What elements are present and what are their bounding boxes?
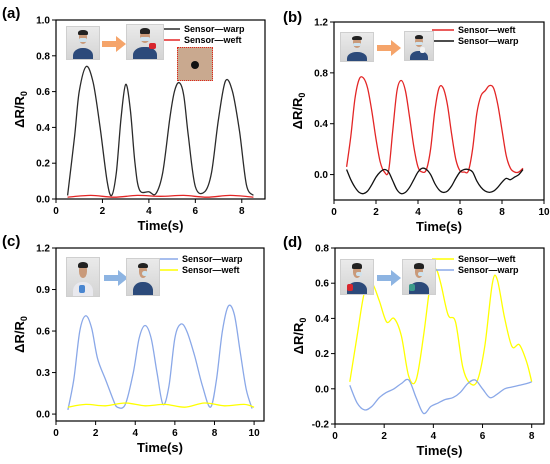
x-tick-label: 10 bbox=[538, 207, 550, 218]
panel-label: (a) bbox=[2, 5, 20, 22]
y-tick-label: 0.0 bbox=[315, 384, 329, 395]
x-tick-label: 0 bbox=[53, 206, 59, 217]
x-tick-label: 4 bbox=[146, 206, 152, 217]
y-tick-label: 0.6 bbox=[36, 327, 50, 338]
y-tick-label: 0.9 bbox=[36, 285, 50, 296]
x-tick-label: 4 bbox=[132, 428, 138, 439]
y-tick-label: 0.6 bbox=[36, 87, 50, 98]
x-tick-label: 2 bbox=[100, 206, 106, 217]
photo-person-back-upright bbox=[66, 257, 100, 297]
chart-panel-4: (d) 0 2 4 6 8 -0.2 0.0 0.2 0.4 0.6 0.8 Time(s) ΔR/R0 S… bbox=[283, 234, 545, 458]
plot-frame bbox=[55, 247, 265, 422]
y-tick-label: 0.4 bbox=[36, 123, 50, 134]
chart-panel-3: (c) 0 2 4 6 8 10 0.0 0.3 0.6 0.9 1.2 Time(s) ΔR/R0 Sen… bbox=[2, 233, 265, 455]
x-axis-label: Time(s) bbox=[416, 219, 462, 234]
legend-label: Sensor—weft bbox=[184, 35, 242, 45]
y-tick-label: 0.3 bbox=[36, 368, 50, 379]
x-tick-label: 6 bbox=[457, 207, 463, 218]
x-tick-label: 6 bbox=[193, 206, 199, 217]
legend-label: Sensor—weft bbox=[458, 254, 516, 264]
y-axis-label-subscript: 0 bbox=[298, 318, 308, 323]
x-tick-label: 0 bbox=[53, 428, 59, 439]
photo-person-head-bowed bbox=[126, 258, 160, 296]
x-axis-label: Time(s) bbox=[137, 440, 183, 455]
chart-panel-1: (a) 0 2 4 6 8 0.0 0.2 0.4 0.6 0.8 1.0 Time(s) ΔR/R0 Se… bbox=[2, 5, 266, 233]
y-axis-label: ΔR/R0 bbox=[12, 316, 29, 353]
x-tick-label: 4 bbox=[431, 431, 437, 442]
y-axis-label-subscript: 0 bbox=[19, 316, 29, 321]
series-line-1 bbox=[66, 65, 254, 197]
y-tick-label: 1.2 bbox=[314, 18, 328, 29]
x-tick-label: 8 bbox=[239, 206, 245, 217]
y-tick-label: 1.2 bbox=[36, 244, 50, 255]
y-tick-label: 0.0 bbox=[36, 410, 50, 421]
x-tick-label: 6 bbox=[172, 428, 178, 439]
y-tick-label: 0.0 bbox=[36, 195, 50, 206]
sensor-icon bbox=[191, 61, 199, 69]
plot-frame bbox=[333, 21, 545, 201]
sensor-closeup-inset bbox=[177, 47, 213, 81]
y-tick-label: 0.4 bbox=[315, 314, 329, 325]
x-tick-label: 10 bbox=[249, 428, 261, 439]
x-tick-label: 0 bbox=[332, 431, 338, 442]
photo-person-arm-raised bbox=[126, 24, 164, 60]
series-line-2 bbox=[345, 167, 524, 195]
series-line-2 bbox=[67, 194, 254, 198]
y-tick-label: 0.8 bbox=[36, 51, 50, 62]
x-tick-label: 2 bbox=[93, 428, 99, 439]
y-tick-label: 0.2 bbox=[315, 349, 329, 360]
legend-label: Sensor—weft bbox=[458, 25, 516, 35]
series-line-2 bbox=[349, 378, 532, 415]
y-tick-label: 0.6 bbox=[315, 279, 329, 290]
legend-label: Sensor—warp bbox=[458, 265, 519, 275]
y-tick-label: 0.8 bbox=[315, 244, 329, 255]
x-tick-label: 4 bbox=[415, 207, 421, 218]
photo-person-side-upright bbox=[340, 259, 374, 295]
photo-person-arm-crossed bbox=[404, 31, 434, 61]
series-line-1 bbox=[345, 76, 524, 176]
y-axis-label: ΔR/R0 bbox=[291, 318, 308, 355]
photo-person-neutral bbox=[66, 26, 100, 60]
plot-frame bbox=[55, 19, 266, 200]
legend-label: Sensor—warp bbox=[458, 36, 519, 46]
y-axis-label: ΔR/R0 bbox=[290, 93, 307, 130]
series-line-1 bbox=[349, 268, 533, 386]
legend-label: Sensor—warp bbox=[184, 24, 245, 34]
panel-label: (b) bbox=[283, 9, 302, 26]
chart-panel-2: (b) 0 2 4 6 8 10 0.0 0.4 0.8 1.2 Time(s) ΔR/R0 Sensor… bbox=[283, 9, 550, 234]
y-axis-label-subscript: 0 bbox=[297, 93, 307, 98]
arrow-right-icon bbox=[377, 40, 401, 56]
series-line-1 bbox=[67, 304, 253, 411]
legend-label: Sensor—weft bbox=[182, 265, 240, 275]
plot-frame bbox=[334, 247, 545, 425]
y-tick-label: 0.0 bbox=[314, 170, 328, 181]
x-axis-label: Time(s) bbox=[417, 443, 463, 458]
y-tick-label: -0.2 bbox=[312, 420, 330, 431]
legend-label: Sensor—warp bbox=[182, 254, 243, 264]
y-tick-label: 1.0 bbox=[36, 16, 50, 27]
x-tick-label: 0 bbox=[331, 207, 337, 218]
x-tick-label: 8 bbox=[529, 431, 535, 442]
x-tick-label: 2 bbox=[373, 207, 379, 218]
x-tick-label: 8 bbox=[212, 428, 218, 439]
arrow-right-icon bbox=[377, 270, 401, 286]
x-tick-label: 2 bbox=[381, 431, 387, 442]
panel-label: (d) bbox=[283, 234, 302, 251]
photo-person-neutral bbox=[340, 32, 374, 62]
x-tick-label: 8 bbox=[499, 207, 505, 218]
panel-label: (c) bbox=[2, 233, 20, 250]
arrow-right-icon bbox=[102, 36, 126, 52]
series-line-2 bbox=[67, 402, 255, 408]
y-axis-label: ΔR/R0 bbox=[12, 91, 29, 128]
x-tick-label: 6 bbox=[480, 431, 486, 442]
x-axis-label: Time(s) bbox=[138, 218, 184, 233]
y-tick-label: 0.4 bbox=[314, 119, 328, 130]
y-tick-label: 0.2 bbox=[36, 159, 50, 170]
photo-person-head-turned bbox=[402, 259, 436, 295]
arrow-right-icon bbox=[104, 270, 128, 286]
y-tick-label: 0.8 bbox=[314, 68, 328, 79]
y-axis-label-subscript: 0 bbox=[19, 91, 29, 96]
